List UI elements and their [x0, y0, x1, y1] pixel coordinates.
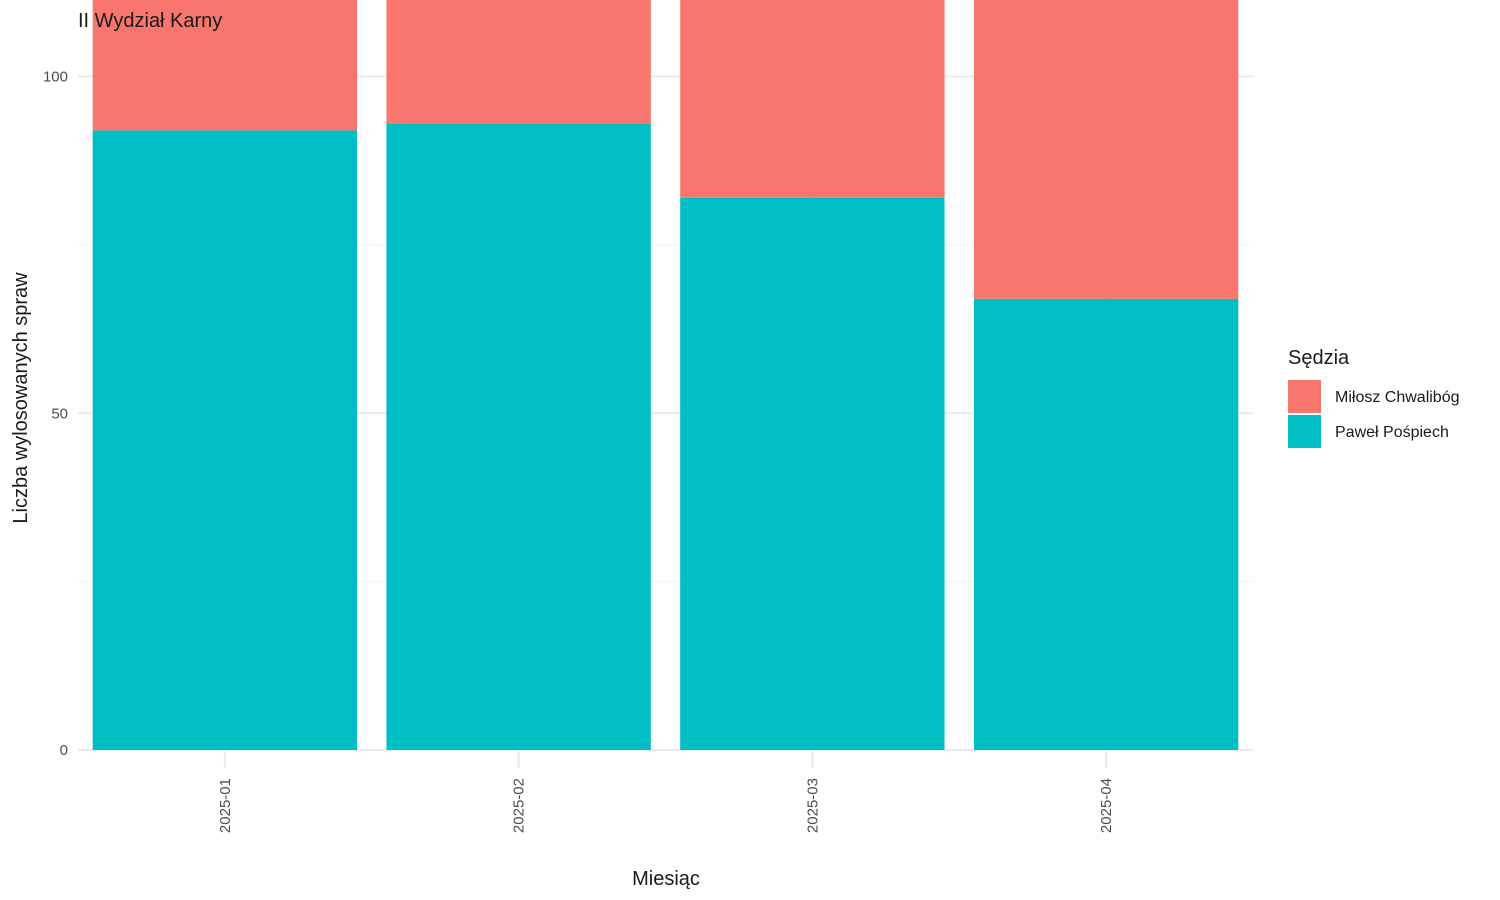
chart-title: II Wydział Karny — [78, 10, 222, 32]
y-axis-ticks: 050100150200 — [43, 69, 68, 760]
bar-segment — [92, 130, 358, 750]
y-tick-label: 0 — [60, 742, 68, 759]
x-axis-ticks: 2025-01 2025-02 2025-03 2025-04 — [217, 778, 1115, 833]
legend-label: Miłosz Chwalibóg — [1335, 389, 1460, 406]
bar-segment — [92, 0, 358, 131]
x-tick-label: 2025-02 — [511, 778, 528, 833]
x-axis-title: Miesiąc — [632, 868, 700, 890]
bar-segment — [386, 0, 651, 124]
x-tick-label: 2025-04 — [1098, 778, 1115, 833]
y-tick-label: 100 — [43, 69, 68, 86]
legend-items: Miłosz Chwalibóg Paweł Pośpiech — [1288, 380, 1460, 448]
x-tick-label: 2025-01 — [217, 778, 234, 833]
legend: Sędzia Miłosz Chwalibóg Paweł Pośpiech — [1288, 347, 1460, 448]
legend-swatch — [1288, 415, 1321, 448]
y-tick-label: 50 — [51, 405, 68, 422]
y-axis-title: Liczba wylosowanych spraw — [10, 272, 32, 524]
bar-segment — [973, 0, 1239, 299]
bar-segment — [386, 123, 651, 750]
bar-segment — [973, 298, 1239, 750]
legend-label: Paweł Pośpiech — [1335, 424, 1449, 441]
bar-segment — [680, 197, 945, 751]
bars — [92, 0, 1239, 751]
x-tick-label: 2025-03 — [804, 778, 821, 833]
legend-title: Sędzia — [1288, 347, 1350, 369]
bar-segment — [680, 0, 945, 198]
legend-swatch — [1288, 380, 1321, 413]
